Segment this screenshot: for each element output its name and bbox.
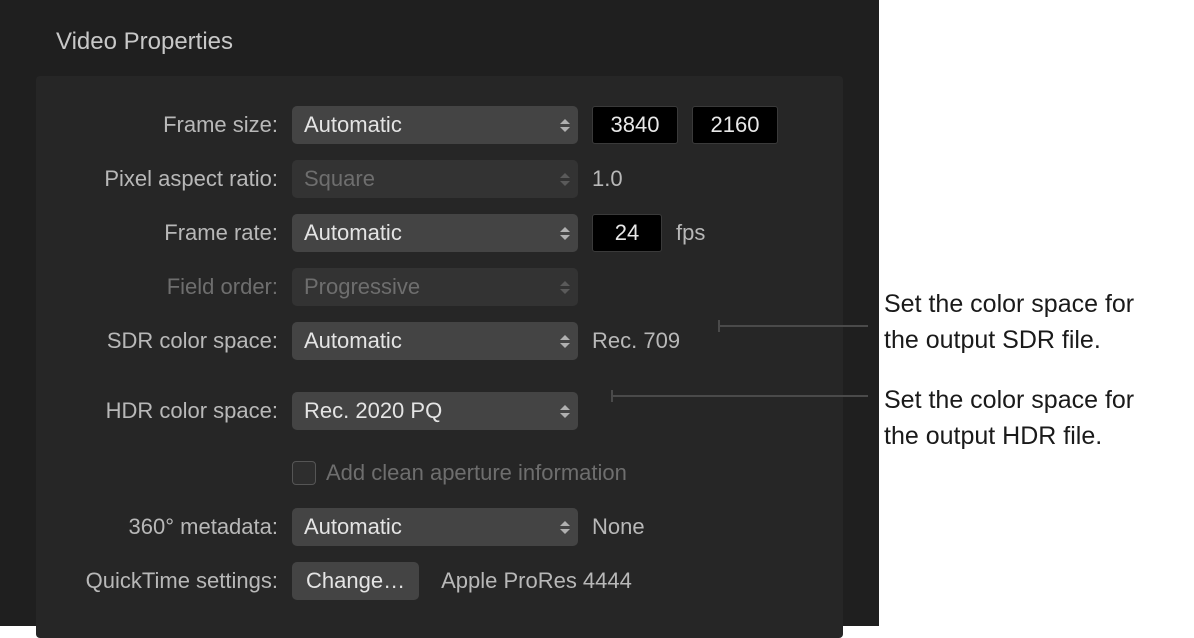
row-clean-aperture: Add clean aperture information	[66, 446, 813, 500]
frame-height-input[interactable]: 2160	[692, 106, 778, 144]
row-hdr-color-space: HDR color space: Rec. 2020 PQ	[66, 384, 813, 438]
three60-select[interactable]: Automatic	[292, 508, 578, 546]
field-order-select-value: Progressive	[304, 274, 420, 300]
callout-hdr-line2: the output HDR file.	[884, 422, 1102, 450]
sdr-select-value: Automatic	[304, 328, 402, 354]
pixel-aspect-select-value: Square	[304, 166, 375, 192]
frame-rate-input[interactable]: 24	[592, 214, 662, 252]
row-quicktime-settings: QuickTime settings: Change… Apple ProRes…	[66, 554, 813, 608]
pixel-aspect-value: 1.0	[592, 166, 623, 192]
updown-icon	[560, 515, 570, 539]
frame-rate-suffix: fps	[676, 220, 705, 246]
three60-select-value: Automatic	[304, 514, 402, 540]
frame-rate-select[interactable]: Automatic	[292, 214, 578, 252]
row-frame-rate: Frame rate: Automatic 24 fps	[66, 206, 813, 260]
qt-label: QuickTime settings:	[66, 568, 292, 594]
updown-icon	[560, 221, 570, 245]
updown-icon	[560, 167, 570, 191]
pixel-aspect-label: Pixel aspect ratio:	[66, 166, 292, 192]
field-order-label: Field order:	[66, 274, 292, 300]
hdr-label: HDR color space:	[66, 398, 292, 424]
properties-group: Frame size: Automatic 3840 2160 Pixel as…	[36, 76, 843, 638]
hdr-select-value: Rec. 2020 PQ	[304, 398, 442, 424]
frame-size-select[interactable]: Automatic	[292, 106, 578, 144]
callout-hdr-line	[611, 395, 868, 397]
row-pixel-aspect: Pixel aspect ratio: Square 1.0	[66, 152, 813, 206]
section-title: Video Properties	[56, 28, 879, 56]
field-order-select: Progressive	[292, 268, 578, 306]
callout-sdr-line	[718, 325, 868, 327]
callout-hdr-text: Set the color space for the output HDR f…	[884, 382, 1184, 454]
video-properties-panel: Video Properties Frame size: Automatic 3…	[0, 0, 879, 626]
callout-sdr-text: Set the color space for the output SDR f…	[884, 286, 1184, 358]
three60-label: 360° metadata:	[66, 514, 292, 540]
updown-icon	[560, 275, 570, 299]
callout-sdr-line2: the output SDR file.	[884, 326, 1101, 354]
hdr-color-space-select[interactable]: Rec. 2020 PQ	[292, 392, 578, 430]
quicktime-change-button[interactable]: Change…	[292, 562, 419, 600]
updown-icon	[560, 399, 570, 423]
updown-icon	[560, 113, 570, 137]
row-sdr-color-space: SDR color space: Automatic Rec. 709	[66, 314, 813, 368]
frame-size-select-value: Automatic	[304, 112, 402, 138]
clean-aperture-label: Add clean aperture information	[326, 460, 627, 486]
row-360-metadata: 360° metadata: Automatic None	[66, 500, 813, 554]
frame-width-input[interactable]: 3840	[592, 106, 678, 144]
clean-aperture-checkbox[interactable]	[292, 461, 316, 485]
frame-size-label: Frame size:	[66, 112, 292, 138]
qt-codec-value: Apple ProRes 4444	[441, 568, 632, 594]
callout-hdr-line1: Set the color space for	[884, 386, 1134, 414]
updown-icon	[560, 329, 570, 353]
three60-resolved-value: None	[592, 514, 645, 540]
sdr-resolved-value: Rec. 709	[592, 328, 680, 354]
frame-rate-label: Frame rate:	[66, 220, 292, 246]
sdr-label: SDR color space:	[66, 328, 292, 354]
row-frame-size: Frame size: Automatic 3840 2160	[66, 98, 813, 152]
sdr-color-space-select[interactable]: Automatic	[292, 322, 578, 360]
frame-rate-select-value: Automatic	[304, 220, 402, 246]
callout-sdr-line1: Set the color space for	[884, 290, 1134, 318]
row-field-order: Field order: Progressive	[66, 260, 813, 314]
pixel-aspect-select: Square	[292, 160, 578, 198]
